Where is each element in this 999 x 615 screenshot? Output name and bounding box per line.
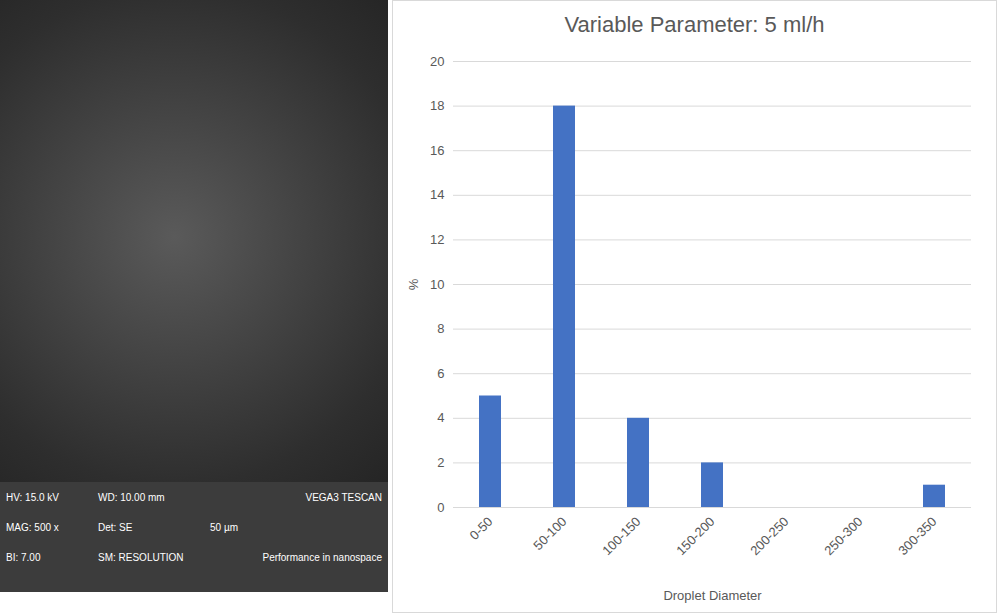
svg-text:0: 0	[437, 500, 444, 515]
svg-text:18: 18	[430, 98, 444, 113]
svg-text:16: 16	[430, 143, 444, 158]
svg-text:4: 4	[437, 410, 444, 425]
svg-text:150-200: 150-200	[673, 514, 717, 558]
html-text:BI: 7.00: BI: 7.00	[6, 552, 41, 563]
svg-text:2: 2	[437, 455, 444, 470]
svg-text:14: 14	[430, 187, 444, 202]
svg-text:6: 6	[437, 366, 444, 381]
html-text:VEGA3 TESCAN: VEGA3 TESCAN	[305, 492, 382, 503]
svg-text:12: 12	[430, 232, 444, 247]
svg-text:20: 20	[430, 54, 444, 69]
html-text:WD: 10.00 mm: WD: 10.00 mm	[98, 492, 165, 503]
svg-text:50-100: 50-100	[530, 514, 569, 553]
html-text:50 µm: 50 µm	[210, 522, 238, 533]
svg-text:100-150: 100-150	[599, 514, 643, 558]
svg-text:0-50: 0-50	[467, 514, 496, 543]
html-text:Det: SE: Det: SE	[98, 522, 133, 533]
svg-text:Droplet Diameter: Droplet Diameter	[663, 588, 762, 603]
svg-text:250-300: 250-300	[821, 514, 865, 558]
svg-text:300-350: 300-350	[895, 514, 939, 558]
svg-text:200-250: 200-250	[747, 514, 791, 558]
html-text:MAG: 500 x: MAG: 500 x	[6, 522, 59, 533]
html-text:SM: RESOLUTION: SM: RESOLUTION	[98, 552, 184, 563]
svg-text:%: %	[406, 278, 421, 290]
svg-text:8: 8	[437, 321, 444, 336]
html-text:Variable Parameter: 5 ml/h: Variable Parameter: 5 ml/h	[564, 12, 825, 37]
svg-text:10: 10	[430, 277, 444, 292]
html-text:HV: 15.0 kV: HV: 15.0 kV	[6, 492, 59, 503]
html-text:Performance in nanospace: Performance in nanospace	[262, 552, 382, 563]
